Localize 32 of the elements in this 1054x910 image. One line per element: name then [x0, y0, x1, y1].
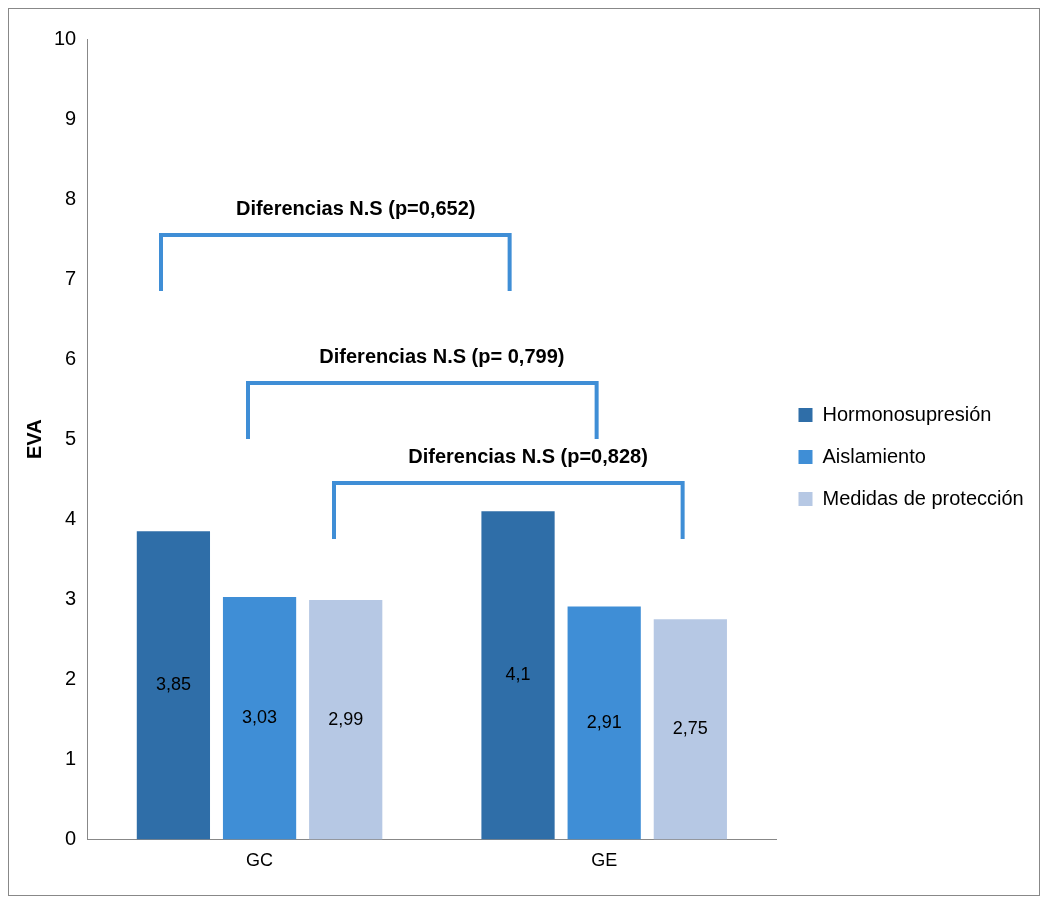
y-tick-label: 1 — [65, 746, 77, 769]
bar — [222, 596, 297, 840]
bar — [567, 606, 641, 840]
y-tick-label: 10 — [54, 26, 77, 49]
legend-label: Aislamiento — [822, 444, 926, 467]
y-tick-label: 9 — [65, 106, 77, 129]
y-axis-title: EVA — [22, 419, 45, 460]
y-tick-label: 7 — [65, 266, 77, 289]
data-label: 3,85 — [155, 674, 191, 695]
data-label: 3,03 — [242, 707, 278, 728]
y-tick-label: 8 — [65, 186, 77, 209]
annotation: Diferencias N.S (p=0,652) — [235, 196, 476, 219]
y-tick-label: 6 — [65, 346, 77, 369]
y-tick-label: 5 — [65, 426, 77, 449]
bar — [136, 531, 211, 840]
annotation: Diferencias N.S (p= 0,799) — [319, 344, 565, 367]
y-tick-label: 0 — [65, 826, 77, 849]
x-tick-label: GE — [591, 850, 618, 871]
data-label: 4,1 — [505, 664, 531, 685]
data-label: 2,91 — [586, 711, 622, 732]
bar — [481, 511, 555, 840]
bar — [653, 619, 727, 840]
x-tick-label: GC — [246, 850, 274, 871]
legend-label: Hormonosupresión — [822, 402, 992, 425]
data-label: 2,99 — [328, 708, 364, 729]
legend-label: Medidas de protección — [822, 486, 1024, 509]
data-label: 2,75 — [672, 718, 708, 739]
annotation: Diferencias N.S (p=0,828) — [408, 444, 648, 467]
y-tick-label: 4 — [65, 506, 77, 529]
bar — [309, 600, 383, 840]
y-tick-label: 2 — [65, 666, 77, 689]
y-tick-label: 3 — [65, 586, 77, 609]
